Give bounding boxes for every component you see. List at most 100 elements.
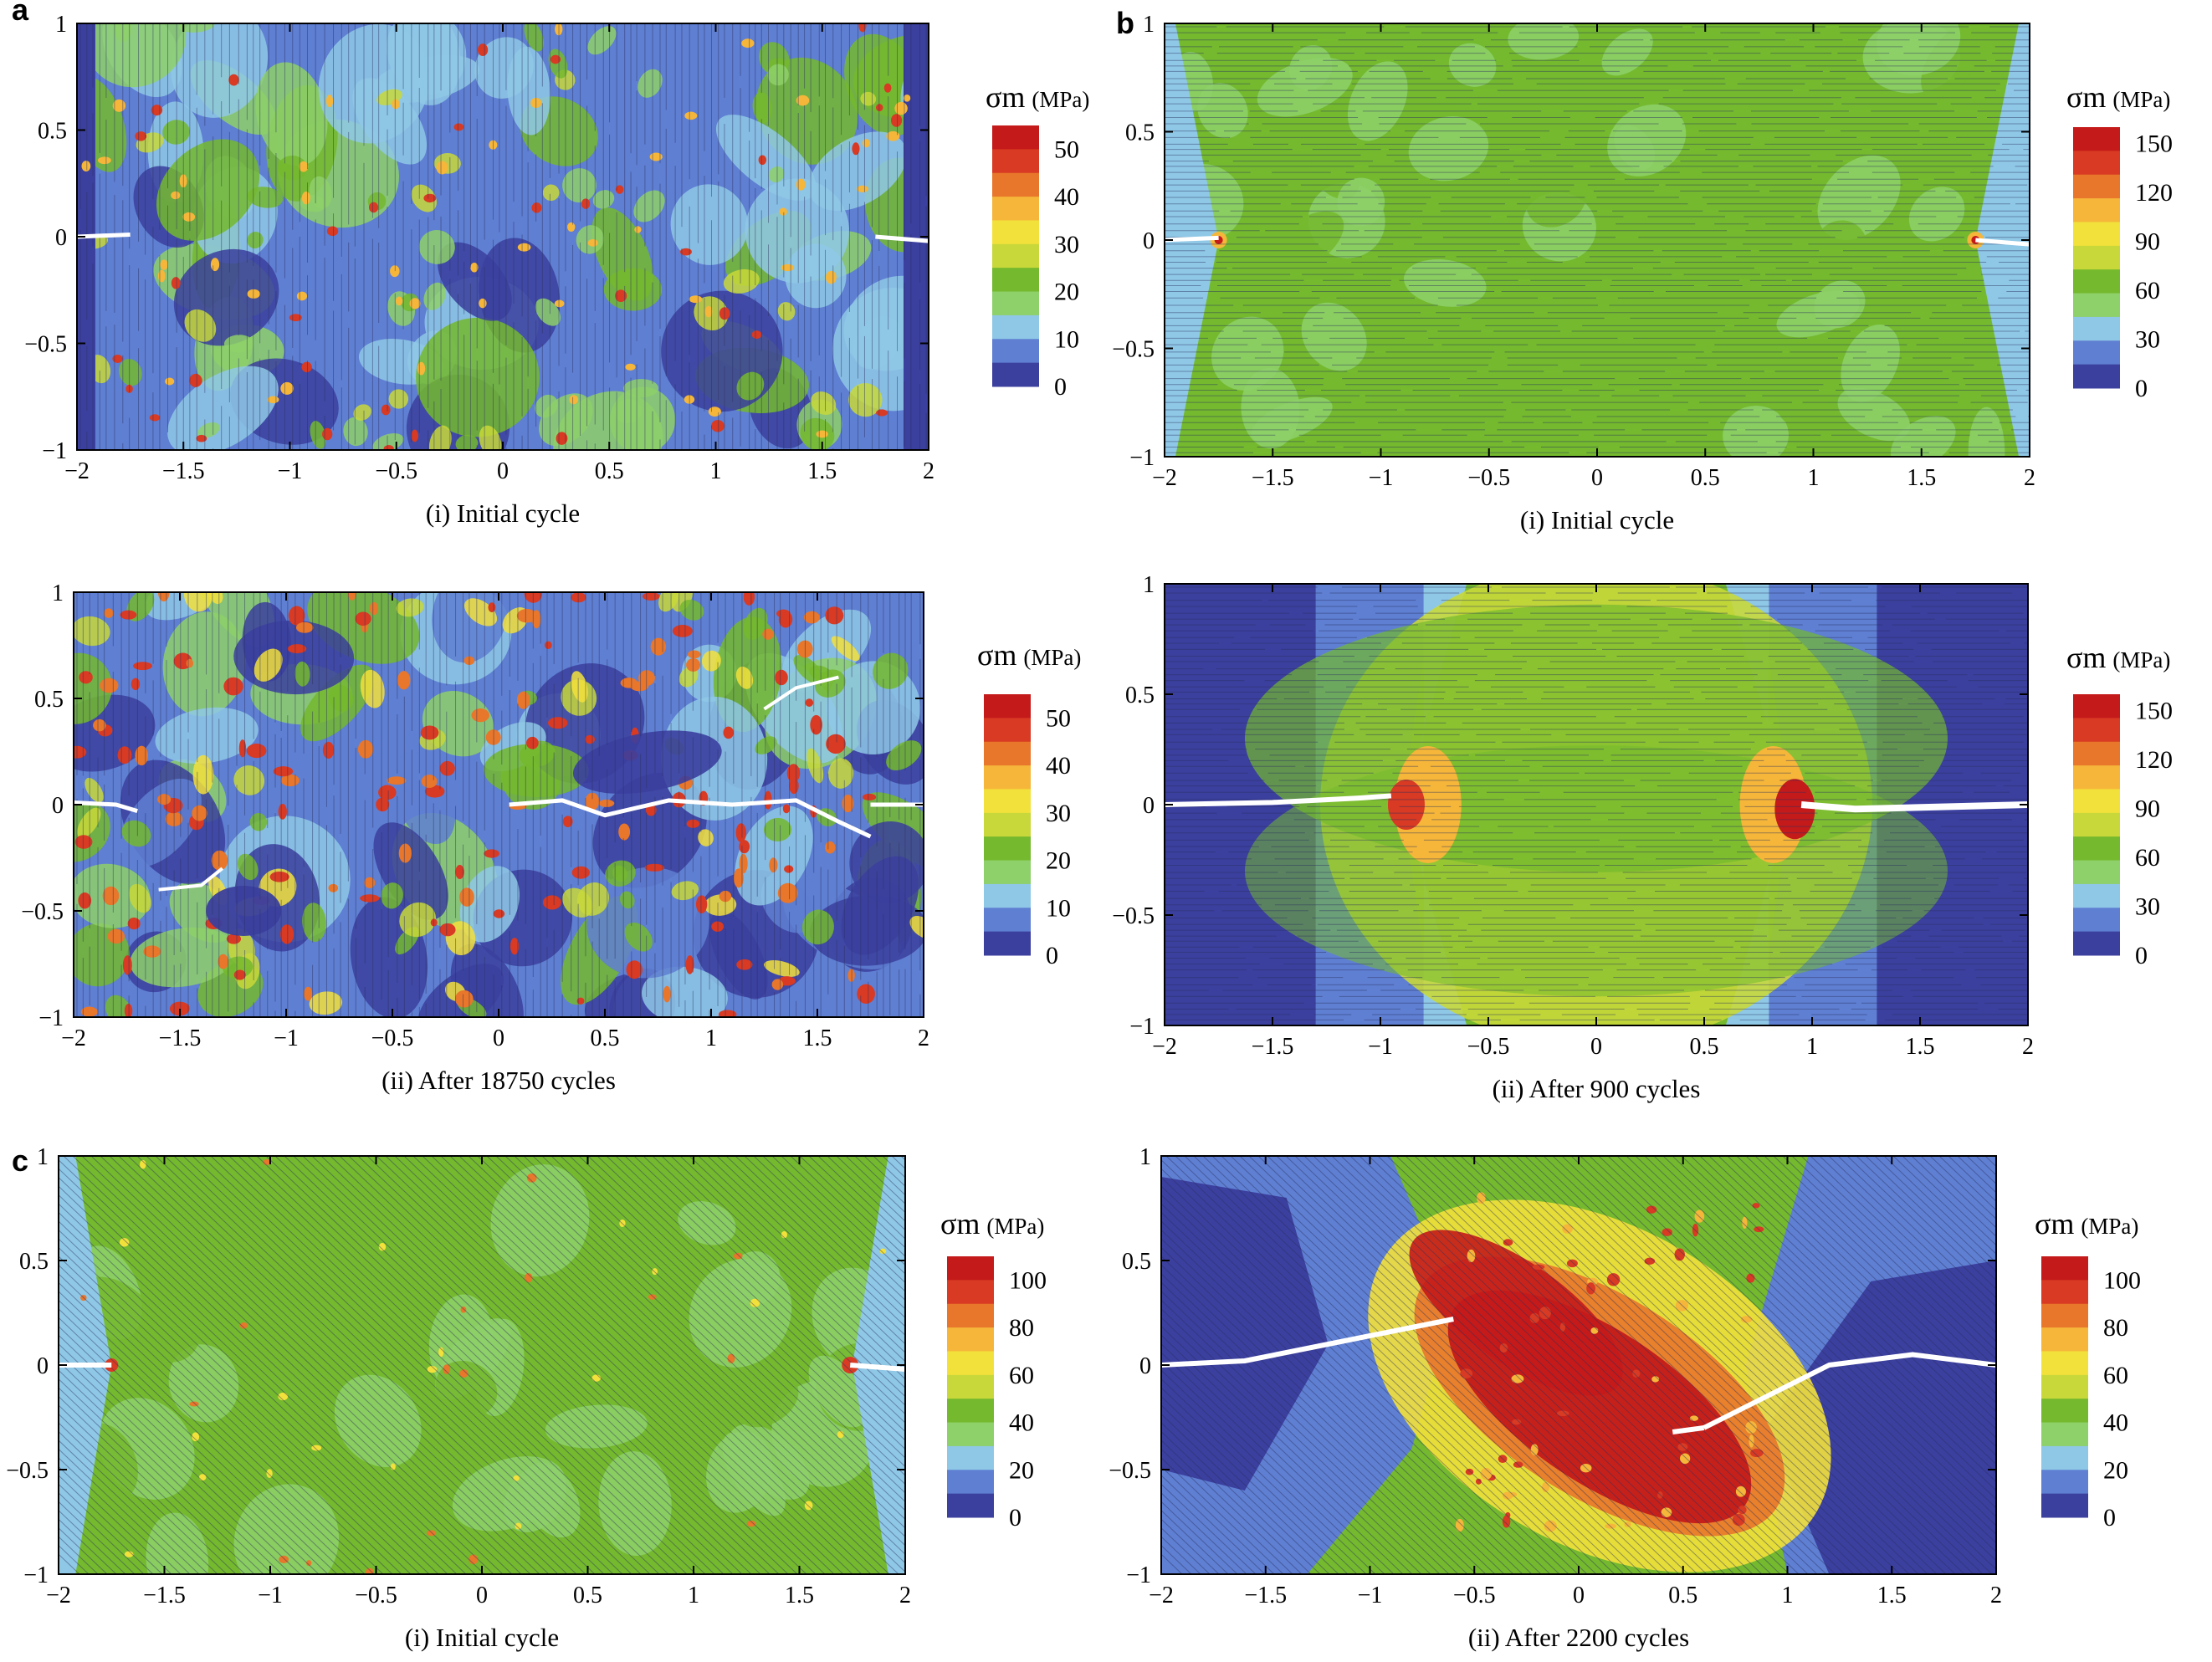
colorbar-band (2073, 860, 2120, 885)
fiber (173, 1156, 614, 1574)
stress-region (150, 1317, 200, 1363)
fiber (569, 1156, 905, 1476)
fiber (59, 1378, 264, 1574)
fiber (2206, 1156, 2212, 1574)
fiber (412, 1156, 853, 1574)
stress-region (439, 923, 456, 937)
stress-region (758, 155, 767, 166)
stress-region (329, 684, 354, 712)
stress-region (302, 903, 326, 942)
colorbar-band (2073, 222, 2120, 247)
stress-region (810, 391, 837, 415)
stress-region (490, 1164, 590, 1277)
fiber (146, 1156, 586, 1574)
panel-letter: a (12, 0, 29, 27)
fiber (1161, 1404, 1339, 1574)
fiber (1690, 1156, 1996, 1448)
fiber (1230, 1156, 1671, 1574)
stress-region (102, 886, 120, 906)
fiber (118, 1156, 559, 1574)
colorbar-band (984, 812, 1031, 837)
colorbar-tick-label: 0 (1009, 1504, 1022, 1532)
fiber (59, 1281, 366, 1574)
stress-region (239, 1322, 248, 1329)
fiber (90, 1156, 531, 1574)
colorbar-tick-label: 100 (1009, 1266, 1047, 1294)
stress-region (781, 1230, 788, 1239)
stress-region (294, 661, 310, 687)
stress-region (192, 754, 214, 795)
stress-region (301, 361, 312, 373)
colorbar-band (2073, 245, 2120, 270)
stress-region (373, 822, 448, 920)
stress-region (634, 226, 642, 233)
stress-region (638, 670, 655, 687)
stress-region (746, 1520, 756, 1527)
fiber-lines (1161, 1156, 2212, 1574)
stress-region (1738, 1506, 1747, 1515)
fiber (1543, 1156, 1984, 1574)
stress-region (777, 302, 796, 321)
fiber (624, 1156, 905, 1424)
fiber (1161, 1273, 1477, 1574)
fiber (477, 1156, 905, 1564)
stress-region (810, 714, 822, 735)
x-tick-label: 2 (918, 1025, 929, 1051)
stress-region (743, 592, 755, 606)
colorbar-band (2041, 1470, 2088, 1495)
stress-region (469, 1554, 479, 1565)
fiber (1662, 1156, 1996, 1474)
fiber (72, 1156, 513, 1574)
x-tick-label: −1.5 (159, 1025, 202, 1051)
stress-region (808, 1355, 868, 1428)
fiber (1276, 1156, 1717, 1574)
fiber (59, 1448, 191, 1574)
stress-region (93, 718, 106, 732)
stress-region (776, 609, 791, 618)
stress-region (723, 726, 734, 739)
fiber (59, 1273, 375, 1574)
fiber (1211, 1156, 1652, 1574)
stress-region (735, 1375, 799, 1428)
stress-region (131, 678, 141, 691)
x-tick-label: 0.5 (1668, 1583, 1697, 1608)
stress-region (544, 641, 552, 650)
fiber (1598, 1156, 1996, 1536)
fiber (1469, 1156, 1910, 1574)
stress-region (129, 883, 151, 913)
stress-region (1740, 1316, 1753, 1323)
colorbar-band (947, 1470, 994, 1495)
stress-region (857, 984, 875, 1004)
stress-region (133, 662, 152, 671)
fiber (1460, 1156, 1901, 1574)
colorbar-tick-label: 0 (2103, 1504, 2116, 1532)
stress-region (428, 425, 452, 450)
stress-region (526, 1173, 537, 1183)
stress-region (637, 69, 663, 98)
colorbar-symbol: σm (2066, 80, 2106, 114)
stress-region (556, 432, 568, 445)
stress-region (860, 91, 877, 106)
stress-region (1502, 1491, 1513, 1500)
colorbar-tick-label: 80 (1009, 1314, 1034, 1342)
stress-region (755, 736, 777, 754)
stress-region (1467, 1249, 1476, 1263)
stress-region (223, 335, 254, 353)
colorbar-symbol: σm (977, 638, 1016, 672)
stress-region (427, 1366, 438, 1373)
stress-region (149, 414, 161, 422)
stress-region (124, 1003, 133, 1017)
stress-region (663, 985, 671, 1003)
stress-region (1245, 745, 1948, 997)
stress-region (478, 43, 489, 57)
stress-region (515, 1522, 522, 1530)
fiber (541, 1156, 905, 1503)
colorbar-band (992, 362, 1039, 387)
stress-region (334, 1374, 422, 1468)
fiber (1782, 1156, 1996, 1360)
stress-region (157, 269, 166, 283)
stress-region (156, 139, 260, 241)
colorbar-band (984, 860, 1031, 885)
stress-region (1742, 1216, 1748, 1229)
stress-region (805, 698, 814, 707)
